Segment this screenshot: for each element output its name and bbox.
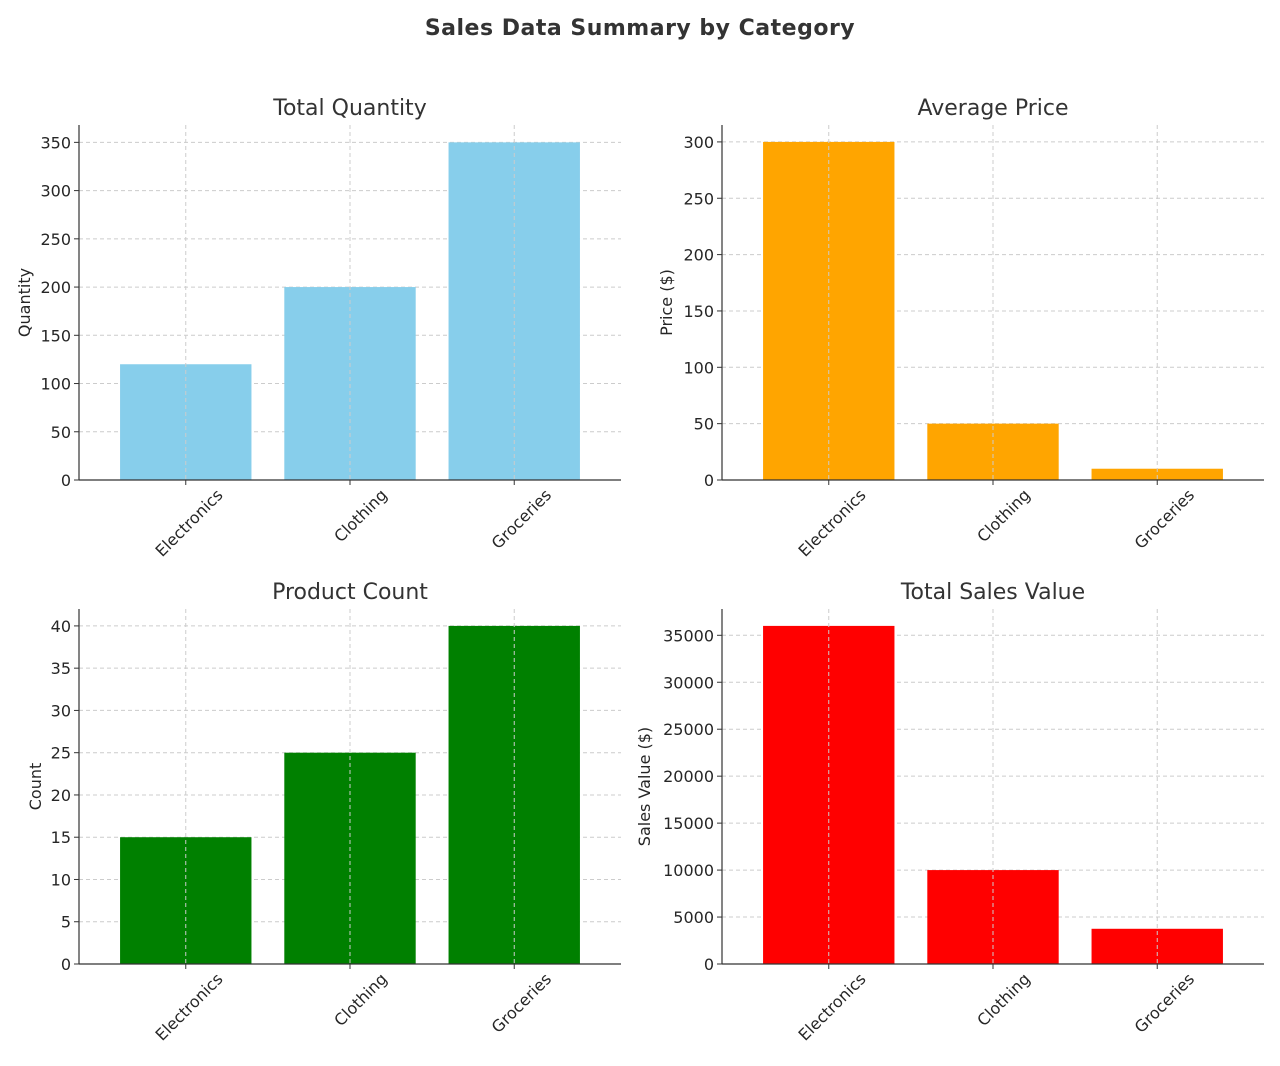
y-tick-label: 5 bbox=[61, 913, 71, 932]
chart-panel-1: 0 50 100 150 200 250 300 Electronics Clothing Gro… bbox=[657, 96, 1264, 560]
figure-title: Sales Data Summary by Category bbox=[424, 16, 856, 41]
y-axis-label: Quantity bbox=[15, 268, 34, 337]
y-tick-label: 0 bbox=[61, 955, 71, 974]
subplot-title: Product Count bbox=[272, 580, 428, 605]
x-tick-label: Electronics bbox=[151, 969, 226, 1044]
y-tick-label: 40 bbox=[51, 617, 71, 636]
x-tick-label: Electronics bbox=[794, 485, 869, 560]
y-tick-label: 30000 bbox=[663, 673, 714, 692]
subplot-title: Total Sales Value bbox=[900, 580, 1085, 605]
bar-electronics bbox=[120, 837, 252, 964]
y-axis-label: Price ($) bbox=[657, 269, 676, 336]
x-tick-label: Groceries bbox=[1131, 485, 1198, 552]
y-tick-label: 25 bbox=[51, 744, 71, 763]
bar-groceries bbox=[1091, 468, 1223, 480]
y-tick-label: 200 bbox=[40, 278, 71, 297]
y-tick-label: 150 bbox=[683, 302, 714, 321]
y-tick-label: 300 bbox=[40, 182, 71, 201]
subplot-title: Total Quantity bbox=[272, 96, 426, 121]
y-tick-label: 150 bbox=[40, 326, 71, 345]
y-tick-label: 50 bbox=[51, 423, 71, 442]
y-tick-label: 35000 bbox=[663, 626, 714, 645]
y-tick-label: 0 bbox=[704, 471, 714, 490]
y-tick-label: 10 bbox=[51, 870, 71, 889]
y-tick-label: 25000 bbox=[663, 720, 714, 739]
x-tick-label: Clothing bbox=[973, 485, 1034, 546]
x-tick-label: Electronics bbox=[151, 485, 226, 560]
y-tick-label: 10000 bbox=[663, 861, 714, 880]
y-tick-label: 15000 bbox=[663, 814, 714, 833]
subplot-title: Average Price bbox=[917, 96, 1068, 121]
y-tick-label: 100 bbox=[40, 375, 71, 394]
y-tick-label: 250 bbox=[40, 230, 71, 249]
chart-panel-3: 0 5000 10000 15000 20000 25000 30000 35000 Elect… bbox=[635, 580, 1264, 1044]
y-tick-label: 50 bbox=[694, 415, 714, 434]
y-tick-label: 35 bbox=[51, 659, 71, 678]
chart-panel-2: 0 5 10 15 20 25 30 35 40 Electronics Clothing Groce… bbox=[26, 580, 621, 1044]
chart-panel-0: 0 50 100 150 200 250 300 350 Electronics Clothing… bbox=[15, 96, 621, 560]
x-tick-label: Clothing bbox=[330, 485, 391, 546]
y-tick-label: 100 bbox=[683, 358, 714, 377]
x-tick-label: Groceries bbox=[488, 485, 555, 552]
y-tick-label: 0 bbox=[61, 471, 71, 490]
y-tick-label: 200 bbox=[683, 246, 714, 265]
y-tick-label: 350 bbox=[40, 133, 71, 152]
y-tick-label: 20 bbox=[51, 786, 71, 805]
y-axis-label: Count bbox=[26, 763, 45, 811]
y-tick-label: 20000 bbox=[663, 767, 714, 786]
x-tick-label: Groceries bbox=[1131, 969, 1198, 1036]
y-tick-label: 300 bbox=[683, 133, 714, 152]
y-tick-label: 5000 bbox=[673, 908, 714, 927]
x-tick-label: Clothing bbox=[330, 969, 391, 1030]
x-tick-label: Groceries bbox=[488, 969, 555, 1036]
y-tick-label: 30 bbox=[51, 701, 71, 720]
x-tick-label: Clothing bbox=[973, 969, 1034, 1030]
x-tick-label: Electronics bbox=[794, 969, 869, 1044]
y-tick-label: 0 bbox=[704, 955, 714, 974]
y-tick-label: 15 bbox=[51, 828, 71, 847]
y-tick-label: 250 bbox=[683, 189, 714, 208]
y-axis-label: Sales Value ($) bbox=[635, 727, 654, 846]
